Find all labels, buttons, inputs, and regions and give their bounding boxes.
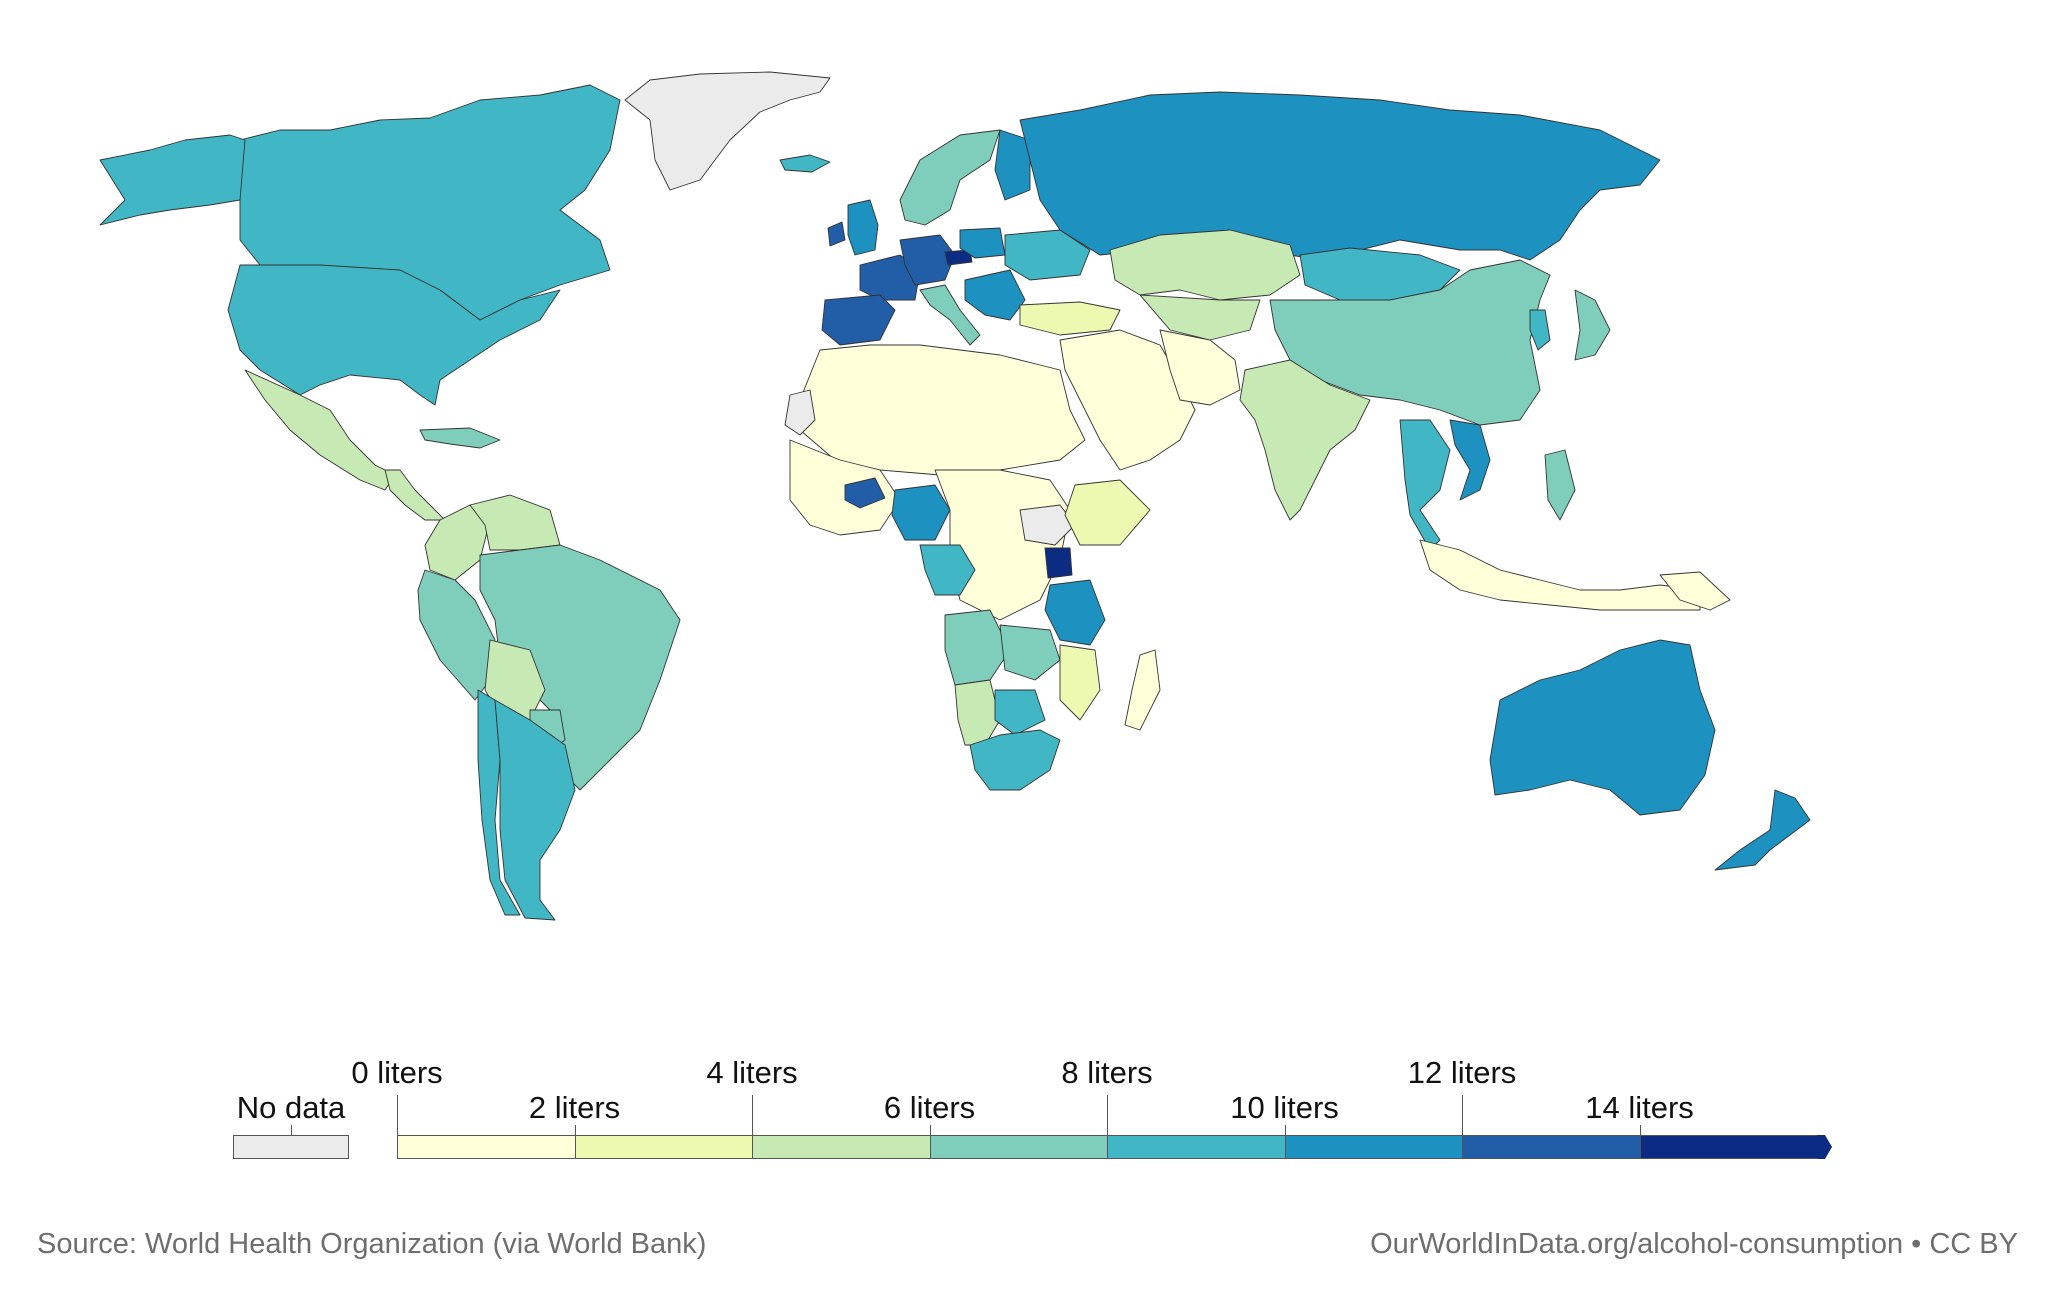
country-north-africa[interactable] xyxy=(799,344,1086,476)
legend-tick xyxy=(291,1125,292,1135)
country-japan[interactable] xyxy=(1574,289,1611,361)
country-argentina[interactable] xyxy=(494,699,576,921)
country-mozambique[interactable] xyxy=(1059,644,1101,721)
legend-tick xyxy=(397,1095,398,1135)
country-central-africa[interactable] xyxy=(934,469,1071,621)
country-western-sahara[interactable] xyxy=(784,389,816,436)
source-url[interactable]: OurWorldInData.org/alcohol-consumption •… xyxy=(1370,1228,2018,1260)
country-turkey[interactable] xyxy=(1019,301,1121,336)
country-italy[interactable] xyxy=(919,284,981,346)
legend-tick xyxy=(1462,1095,1463,1135)
country-france[interactable] xyxy=(859,254,921,301)
legend-no-data-label: No data xyxy=(236,1090,346,1125)
country-zambia[interactable] xyxy=(999,624,1061,681)
country-south-sudan[interactable] xyxy=(1019,504,1076,546)
legend-bin-swatch xyxy=(752,1135,931,1159)
legend-tick xyxy=(929,1125,931,1135)
country-new-zealand[interactable] xyxy=(1714,789,1811,871)
country-ethiopia[interactable] xyxy=(1064,479,1151,546)
country-united-states[interactable] xyxy=(227,264,561,406)
legend-bin-swatch xyxy=(1284,1135,1463,1159)
country-iran[interactable] xyxy=(1159,329,1241,406)
country-central-asia[interactable] xyxy=(1139,294,1261,341)
country-madagascar[interactable] xyxy=(1124,649,1161,731)
country-iberia[interactable] xyxy=(821,294,896,346)
legend-tick-label: 12 liters xyxy=(1407,1055,1517,1090)
country-scandinavia[interactable] xyxy=(899,129,1001,226)
legend-tick-label: 0 liters xyxy=(351,1055,443,1090)
legend-tick-label: 8 liters xyxy=(1061,1055,1153,1090)
country-united-kingdom[interactable] xyxy=(847,199,879,256)
legend-overflow-arrow-icon xyxy=(1817,1135,1832,1159)
country-burkina-faso[interactable] xyxy=(844,477,886,509)
country-alaska[interactable] xyxy=(99,134,246,226)
source-note: Source: World Health Organization (via W… xyxy=(37,1228,707,1260)
legend-tick-label: 4 liters xyxy=(706,1055,798,1090)
legend-tick xyxy=(1639,1125,1641,1135)
country-brazil[interactable] xyxy=(479,544,681,791)
legend-tick xyxy=(574,1125,576,1135)
legend-tick xyxy=(1284,1125,1286,1135)
country-middle-east[interactable] xyxy=(1059,329,1196,471)
country-indonesia[interactable] xyxy=(1419,539,1701,611)
legend-bin-swatch xyxy=(929,1135,1108,1159)
country-angola[interactable] xyxy=(944,609,1011,686)
legend-bin-swatch xyxy=(1639,1135,1818,1159)
legend-no-data-swatch xyxy=(233,1135,349,1159)
country-gabon-congo[interactable] xyxy=(919,544,976,596)
country-nigeria[interactable] xyxy=(891,484,951,541)
legend-tick xyxy=(752,1095,753,1135)
legend-tick-label: 2 liters xyxy=(528,1090,621,1125)
legend-tick xyxy=(1107,1095,1108,1135)
legend-bin-swatch xyxy=(1107,1135,1286,1159)
country-kazakhstan[interactable] xyxy=(1109,229,1301,301)
country-czechia[interactable] xyxy=(944,249,973,266)
world-map-svg xyxy=(99,71,1811,921)
country-ireland[interactable] xyxy=(827,221,846,247)
country-central-america[interactable] xyxy=(384,469,446,521)
country-tanzania[interactable] xyxy=(1044,579,1106,646)
legend-tick-label: 6 liters xyxy=(883,1090,976,1125)
legend-bin-swatch xyxy=(1462,1135,1641,1159)
country-poland[interactable] xyxy=(959,227,1006,259)
country-balkans[interactable] xyxy=(964,269,1026,321)
country-india[interactable] xyxy=(1239,359,1371,521)
country-vietnam[interactable] xyxy=(1449,419,1491,501)
legend-bin-swatch xyxy=(397,1135,576,1159)
legend-bin-swatch xyxy=(574,1135,753,1159)
legend-tick-label: 10 liters xyxy=(1230,1090,1339,1125)
country-southeast-asia[interactable] xyxy=(1399,419,1451,551)
country-russia[interactable] xyxy=(1019,91,1661,261)
country-iceland[interactable] xyxy=(779,154,831,173)
country-botswana[interactable] xyxy=(994,689,1046,736)
country-philippines[interactable] xyxy=(1544,449,1576,521)
country-uganda[interactable] xyxy=(1044,547,1073,579)
country-peru[interactable] xyxy=(417,569,496,701)
country-papua-new-guinea[interactable] xyxy=(1659,571,1731,611)
world-map xyxy=(99,71,1811,921)
country-mexico[interactable] xyxy=(244,369,396,491)
country-caribbean[interactable] xyxy=(419,427,501,449)
country-australia[interactable] xyxy=(1489,639,1716,816)
country-south-africa[interactable] xyxy=(969,729,1061,791)
country-korea[interactable] xyxy=(1529,309,1551,351)
legend-tick-label: 14 liters xyxy=(1585,1090,1694,1125)
country-germany[interactable] xyxy=(899,234,956,286)
country-namibia[interactable] xyxy=(954,679,1001,746)
country-greenland[interactable] xyxy=(624,71,831,191)
map-legend: No data 0 liters 4 liters 8 liters 12 liters… xyxy=(0,1030,2048,1210)
